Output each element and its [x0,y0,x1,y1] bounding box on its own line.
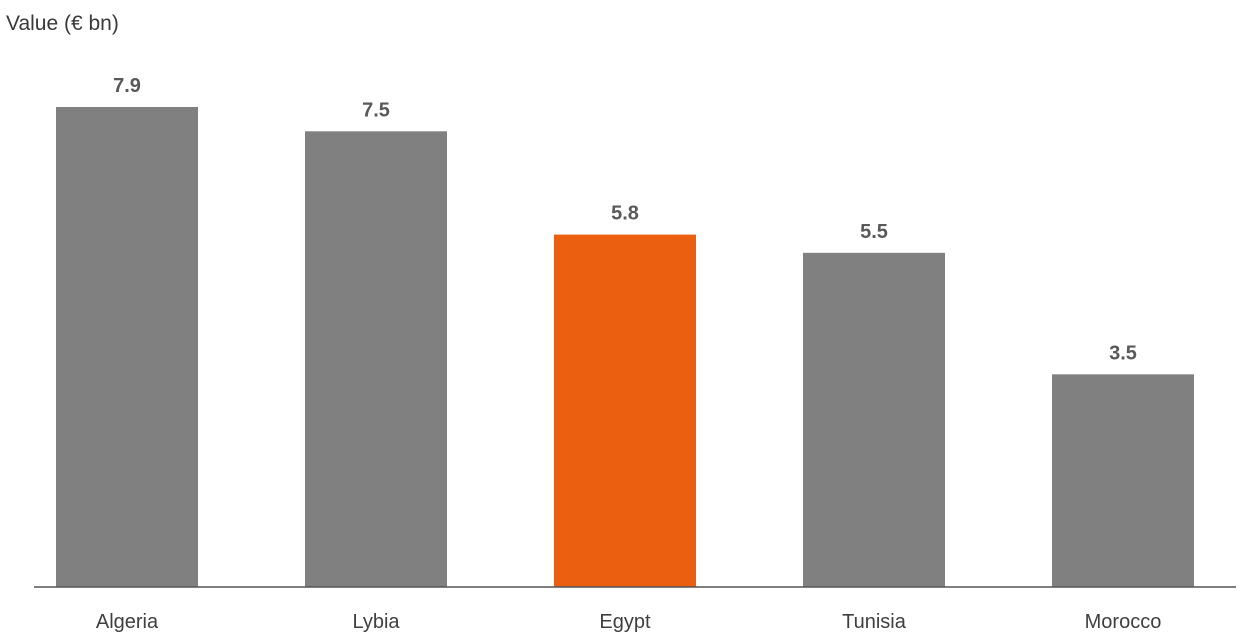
category-label-algeria: Algeria [96,611,159,633]
bar-lybia [305,131,447,587]
bar-algeria [56,107,198,587]
category-label-morocco: Morocco [1085,611,1162,633]
category-label-egypt: Egypt [599,611,651,633]
bar-morocco [1052,374,1194,587]
category-label-lybia: Lybia [352,611,400,633]
value-label-egypt: 5.8 [611,203,639,225]
value-label-tunisia: 5.5 [860,221,888,243]
bar-tunisia [803,252,945,587]
value-labels-group: 7.9 7.5 5.8 5.5 3.5 [113,75,1137,364]
category-labels-group: Algeria Lybia Egypt Tunisia Morocco [96,611,1161,633]
category-label-tunisia: Tunisia [842,611,907,633]
bar-egypt [554,234,696,587]
value-label-morocco: 3.5 [1109,342,1137,364]
y-axis-label: Value (€ bn) [6,12,119,35]
value-label-lybia: 7.5 [362,99,390,121]
value-label-algeria: 7.9 [113,75,141,97]
bars-group [56,107,1194,587]
